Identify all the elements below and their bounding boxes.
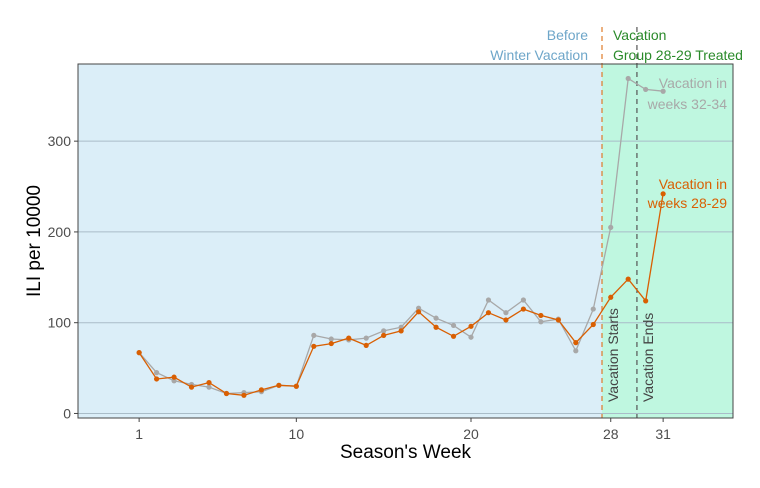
- series-0-point-29: [625, 75, 631, 82]
- series-1-point-28: [608, 294, 614, 300]
- series-1-point-31: [660, 191, 666, 197]
- series-1-point-17: [416, 309, 422, 315]
- series-1-point-15: [381, 332, 387, 338]
- series-0-point-20: [468, 334, 474, 340]
- series-1-point-23: [520, 306, 527, 312]
- series-0-point-5: [206, 384, 212, 390]
- plot-border: [77, 63, 734, 419]
- series-1-point-29: [625, 276, 631, 282]
- x-axis-title: Season's Week: [340, 442, 472, 463]
- series-1-point-7: [241, 392, 247, 398]
- vline-label-0: Vacation Starts: [605, 308, 621, 402]
- series-0-point-28: [608, 224, 614, 230]
- header-vacation-line2: Group 28-29 Treated: [613, 47, 743, 63]
- vacation-boundary-lines: Vacation Starts Vacation Ends: [601, 27, 656, 418]
- series-1-point-9: [276, 382, 282, 388]
- series-0-point-21: [485, 297, 492, 303]
- series-labels: Vacation in weeks 32-34 Vacation in weeks 2…: [647, 75, 728, 211]
- header-before-line2: Winter Vacation: [490, 47, 588, 63]
- x-tick-label-10: 10: [289, 426, 305, 442]
- y-tick-label-200: 200: [48, 224, 72, 240]
- series-1-label-line-0: Vacation in: [659, 176, 727, 192]
- series-1-point-27: [590, 321, 596, 328]
- series-1-point-24: [538, 312, 544, 319]
- y-axis-title: ILI per 10000: [24, 185, 45, 297]
- series-0-point-22: [503, 310, 509, 316]
- series-0-point-27: [590, 306, 596, 312]
- series-1-point-18: [433, 324, 439, 330]
- series-1-point-5: [206, 380, 212, 386]
- series-1-point-13: [346, 335, 352, 341]
- series-0-point-17: [416, 305, 422, 311]
- series-1-point-6: [223, 390, 230, 397]
- series-1-point-21: [485, 310, 492, 316]
- y-axis-ticks: 0 100 200 300: [48, 133, 78, 421]
- series-1-point-26: [573, 340, 579, 346]
- background-regions: [78, 64, 733, 418]
- series-1-point-16: [398, 328, 404, 334]
- series-0-point-19: [450, 322, 457, 329]
- vline-label-1: Vacation Ends: [640, 313, 656, 402]
- series-1-point-11: [311, 343, 317, 349]
- series-1-point-8: [258, 387, 264, 393]
- series-0-label-line-0: Vacation in: [659, 75, 727, 91]
- region-1: [602, 64, 733, 418]
- series-0-point-14: [363, 335, 369, 341]
- series-0-point-15: [381, 328, 387, 334]
- series-0-point-11: [311, 332, 317, 338]
- series-1-point-25: [555, 317, 561, 323]
- series-1-point-2: [154, 376, 160, 382]
- x-axis-ticks: 1 10 20 28 31: [135, 418, 671, 442]
- series-1-point-30: [643, 298, 649, 304]
- series-0-point-31: [660, 88, 666, 94]
- grid-lines: [78, 140, 733, 414]
- x-tick-label-20: 20: [463, 426, 479, 442]
- series-1-point-3: [171, 374, 177, 380]
- series-0-point-18: [433, 315, 439, 321]
- header-before-line1: Before: [547, 27, 588, 43]
- x-tick-label-31: 31: [655, 426, 671, 442]
- series-1-point-1: [136, 350, 142, 356]
- series-0-point-26: [573, 348, 579, 354]
- y-tick-label-100: 100: [48, 315, 72, 331]
- header-annotations: Before Winter Vacation Vacation Group 28…: [490, 27, 743, 63]
- series-1-point-10: [293, 383, 299, 389]
- series-group: [136, 75, 666, 398]
- series-0-point-12: [328, 336, 334, 342]
- series-0-point-3: [171, 378, 177, 384]
- series-0-point-30: [643, 86, 649, 93]
- series-1-label-line-1: weeks 28-29: [647, 195, 728, 211]
- x-tick-label-28: 28: [603, 426, 619, 442]
- region-0: [78, 64, 602, 418]
- series-1-point-12: [328, 340, 334, 347]
- series-1-point-14: [363, 342, 369, 348]
- x-tick-label-1: 1: [135, 426, 143, 442]
- series-1-point-22: [503, 317, 509, 323]
- series-1-point-4: [188, 384, 195, 390]
- y-tick-label-300: 300: [48, 133, 72, 149]
- header-vacation-line1: Vacation: [613, 27, 666, 43]
- series-0-point-23: [520, 297, 527, 303]
- series-0-point-2: [154, 370, 160, 376]
- y-tick-label-0: 0: [63, 405, 71, 421]
- series-0-point-24: [538, 319, 544, 325]
- series-1-point-19: [450, 333, 457, 339]
- series-0-label-line-1: weeks 32-34: [647, 96, 728, 112]
- series-1-point-20: [468, 323, 474, 329]
